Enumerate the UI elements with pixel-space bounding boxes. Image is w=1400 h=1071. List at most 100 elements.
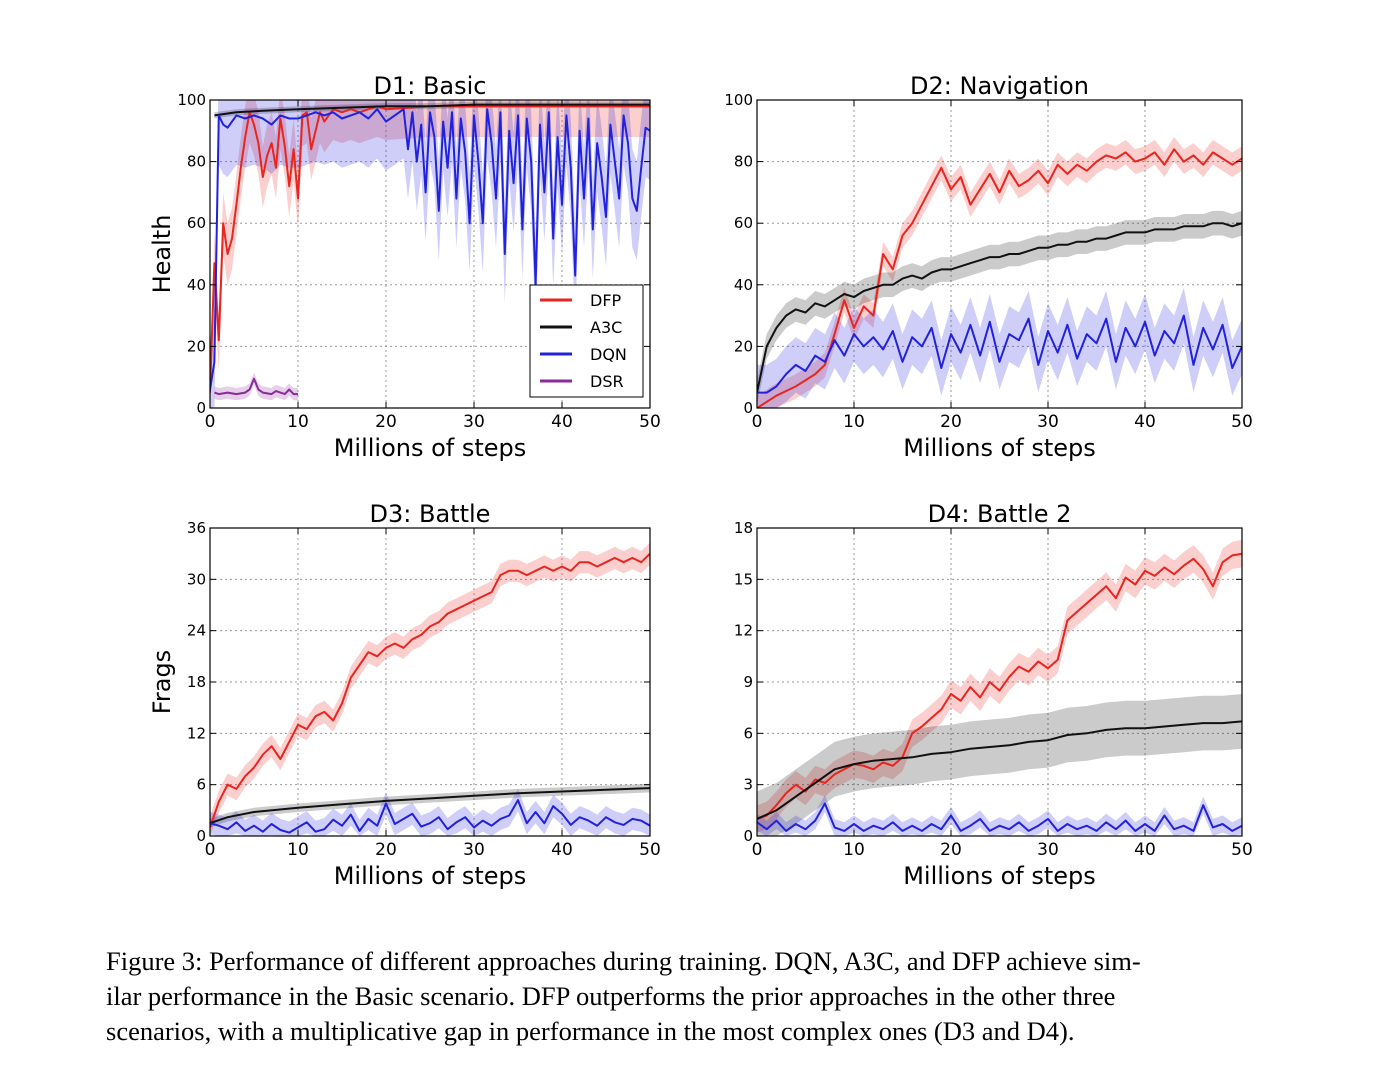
plot-area-d2: [757, 137, 1242, 408]
chart-d2: 0 10 20 30 40 50 0 20 40 60 80 100 D2: Navigation Mil…: [724, 72, 1252, 462]
chart-title: D3: Battle: [370, 500, 491, 528]
y-axis-label: Frags: [148, 650, 176, 714]
y-tick-label: 6: [743, 724, 753, 742]
plot-area-d4: [757, 540, 1242, 836]
y-tick-label: 36: [187, 519, 206, 537]
caption-line-3: scenarios, with a multiplicative gap in …: [106, 1016, 1075, 1046]
figure-caption: Figure 3: Performance of different appro…: [106, 944, 1268, 1049]
y-tick-label: 80: [734, 153, 753, 171]
x-tick-label: 40: [551, 840, 573, 860]
caption-line-2: ilar performance in the Basic scenario. …: [106, 981, 1116, 1011]
chart-d1: 0 10 20 30 40 50 0 20 40 60 80 100 D1: Basic Millions…: [148, 72, 661, 462]
legend-box: [529, 284, 644, 398]
chart-title: D4: Battle 2: [928, 500, 1072, 528]
y-tick-label: 0: [196, 399, 206, 417]
series-line-dsr: [214, 377, 298, 396]
y-tick-label: 18: [187, 673, 206, 691]
series-line-dfp: [210, 105, 650, 393]
chart-title: D1: Basic: [373, 72, 486, 100]
x-tick-label: 20: [940, 412, 962, 432]
x-tick-label: 0: [205, 412, 216, 432]
y-tick-label: 12: [187, 724, 206, 742]
y-tick-label: 15: [734, 570, 753, 588]
plot-frame: [209, 99, 651, 409]
band-a3c: [210, 783, 650, 828]
y-tick-label: 0: [196, 827, 206, 845]
plot-frame: [756, 99, 1243, 409]
y-tick-label: 9: [743, 673, 753, 691]
x-tick-label: 50: [639, 840, 661, 860]
x-tick-label: 30: [463, 840, 485, 860]
y-tick-label: 100: [177, 91, 206, 109]
legend-label-dsr: DSR: [590, 372, 624, 391]
x-tick-label: 10: [287, 840, 309, 860]
band-dfp: [210, 542, 650, 836]
x-tick-label: 20: [940, 840, 962, 860]
y-tick-label: 3: [743, 776, 753, 794]
y-tick-label: 20: [734, 337, 753, 355]
x-tick-label: 0: [205, 840, 216, 860]
x-tick-label: 10: [287, 412, 309, 432]
series-line-dqn: [757, 802, 1242, 832]
y-tick-label: 12: [734, 622, 753, 640]
series-line-dqn: [757, 314, 1242, 394]
x-tick-label: 20: [375, 412, 397, 432]
x-axis-label: Millions of steps: [903, 862, 1096, 890]
y-tick-label: 6: [196, 776, 206, 794]
x-tick-label: 0: [752, 840, 763, 860]
legend-label-dqn: DQN: [590, 345, 627, 364]
legend-label-dfp: DFP: [590, 291, 622, 310]
y-tick-label: 30: [187, 570, 206, 588]
x-axis-label: Millions of steps: [903, 434, 1096, 462]
series-line-dqn: [210, 108, 650, 390]
legend-label-a3c: A3C: [590, 318, 622, 337]
x-tick-label: 10: [843, 412, 865, 432]
y-tick-label: 0: [743, 399, 753, 417]
x-tick-label: 40: [1134, 840, 1156, 860]
y-tick-label: 20: [187, 337, 206, 355]
y-tick-label: 60: [734, 214, 753, 232]
plot-area-d3: [210, 542, 650, 836]
series-line-dfp: [210, 552, 650, 828]
y-tick-label: 0: [743, 827, 753, 845]
y-tick-label: 40: [734, 276, 753, 294]
band-a3c: [757, 210, 1242, 405]
y-tick-label: 40: [187, 276, 206, 294]
series-line-a3c: [757, 222, 1242, 393]
series-line-a3c: [210, 787, 650, 825]
y-tick-label: 80: [187, 153, 206, 171]
x-tick-label: 10: [843, 840, 865, 860]
caption-line-1: Figure 3: Performance of different appro…: [106, 946, 1141, 976]
y-axis-label: Health: [148, 215, 176, 294]
chart-title: D2: Navigation: [910, 72, 1089, 100]
x-tick-label: 50: [1231, 840, 1253, 860]
band-dfp: [210, 100, 650, 408]
series-line-dfp: [757, 552, 1242, 820]
x-tick-label: 30: [463, 412, 485, 432]
chart-d3: 0 10 20 30 40 50 0 6 12 18 24 30 36 D3: Battle Million…: [148, 500, 661, 890]
plot-area-d1: [210, 100, 650, 408]
band-dqn: [210, 100, 650, 408]
chart-d4: 0 10 20 30 40 50 0 3 6 9 12 15 18 D4: Battle 2 Million…: [734, 500, 1253, 890]
x-tick-label: 40: [1134, 412, 1156, 432]
x-tick-label: 30: [1037, 840, 1059, 860]
x-tick-label: 0: [752, 412, 763, 432]
y-tick-label: 60: [187, 214, 206, 232]
x-tick-label: 50: [639, 412, 661, 432]
x-tick-label: 30: [1037, 412, 1059, 432]
y-tick-label: 24: [187, 622, 206, 640]
series-line-dqn: [210, 799, 650, 834]
band-dqn: [210, 788, 650, 836]
series-line-a3c: [757, 720, 1242, 820]
series-line-a3c: [214, 103, 650, 117]
y-tick-label: 18: [734, 519, 753, 537]
series-line-dfp: [757, 148, 1242, 408]
x-tick-label: 20: [375, 840, 397, 860]
y-tick-label: 100: [724, 91, 753, 109]
x-axis-label: Millions of steps: [334, 862, 527, 890]
band-dqn: [757, 287, 1242, 408]
x-tick-label: 50: [1231, 412, 1253, 432]
x-tick-label: 40: [551, 412, 573, 432]
x-axis-label: Millions of steps: [334, 434, 527, 462]
